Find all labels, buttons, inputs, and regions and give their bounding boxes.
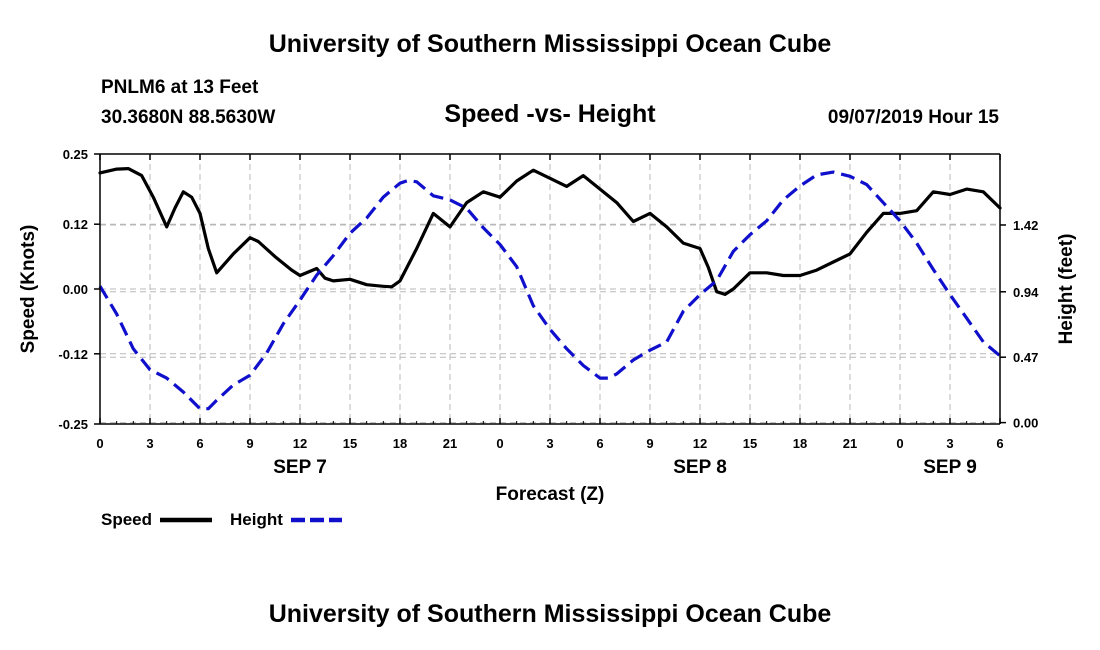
x-tick-label: 21 (843, 436, 857, 451)
date-label: 09/07/2019 Hour 15 (827, 107, 999, 128)
y2-tick-label: 1.42 (1013, 218, 1038, 233)
y-tick-label: -0.25 (58, 417, 88, 432)
legend-label-height: Height (230, 510, 283, 529)
x-tick-label: 6 (996, 436, 1003, 451)
coordinates-label: 30.3680N 88.5630W (101, 107, 276, 128)
x-tick-label: 12 (293, 436, 307, 451)
x-tick-label: 15 (743, 436, 757, 451)
x-tick-label: 3 (146, 436, 153, 451)
legend-label-speed: Speed (101, 510, 152, 529)
grid-layer (100, 154, 1000, 424)
axis-layer: 0 3 6 9 12 15 18 21 0 3 6 9 12 15 18 21 0 3 6 SEP 7 SEP 8 SEP… (18, 147, 1077, 505)
y-tick-label: 0.25 (63, 147, 88, 162)
x-tick-label: 21 (443, 436, 457, 451)
y2-tick-label: 0.00 (1013, 416, 1038, 431)
y2-tick-label: 0.47 (1013, 350, 1038, 365)
x-tick-label: 9 (246, 436, 253, 451)
x-date-label: SEP 7 (273, 457, 327, 478)
x-tick-label: 18 (393, 436, 407, 451)
x-tick-label: 0 (496, 436, 503, 451)
station-label: PNLM6 at 13 Feet (101, 77, 259, 98)
x-tick-label: 0 (96, 436, 103, 451)
legend: Speed Height (101, 510, 342, 529)
speed-series-line (98, 167, 1002, 296)
x-tick-label: 15 (343, 436, 357, 451)
x-tick-label: 3 (546, 436, 553, 451)
x-axis-title: Forecast (Z) (496, 484, 605, 505)
x-tick-label: 3 (946, 436, 953, 451)
y2-axis-title: Height (feet) (1056, 234, 1077, 345)
x-tick-label: 12 (693, 436, 707, 451)
x-tick-label: 18 (793, 436, 807, 451)
y-tick-label: 0.00 (63, 282, 88, 297)
x-tick-label: 6 (196, 436, 203, 451)
x-tick-label: 6 (596, 436, 603, 451)
height-series-line (98, 170, 1002, 411)
y-axis-title: Speed (Knots) (18, 225, 39, 354)
page-title-bottom: University of Southern Mississippi Ocean… (268, 600, 832, 628)
series-layer (98, 167, 1002, 411)
y-tick-label: 0.12 (63, 217, 88, 232)
x-date-label: SEP 9 (923, 457, 977, 478)
y2-tick-label: 0.94 (1013, 285, 1039, 300)
page-title-top: University of Southern Mississippi Ocean… (268, 30, 832, 58)
y-tick-label: -0.12 (58, 347, 88, 362)
x-date-label: SEP 8 (673, 457, 727, 478)
x-tick-label: 9 (646, 436, 653, 451)
x-tick-label: 0 (896, 436, 903, 451)
chart-subtitle: Speed -vs- Height (444, 100, 656, 128)
